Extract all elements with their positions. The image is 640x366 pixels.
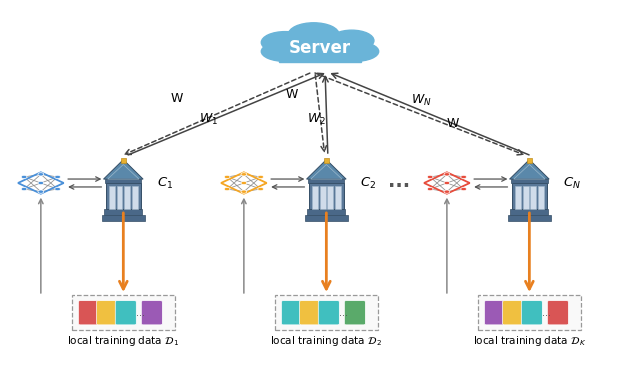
- FancyBboxPatch shape: [282, 300, 303, 325]
- Bar: [279, 48, 361, 62]
- Text: local training data $\mathcal{D}_2$: local training data $\mathcal{D}_2$: [270, 334, 382, 348]
- FancyBboxPatch shape: [318, 300, 339, 325]
- Polygon shape: [509, 160, 549, 179]
- FancyBboxPatch shape: [477, 295, 581, 330]
- FancyBboxPatch shape: [124, 186, 130, 209]
- Text: W: W: [285, 88, 298, 101]
- Text: ...: ...: [388, 172, 410, 191]
- FancyBboxPatch shape: [132, 186, 138, 209]
- FancyBboxPatch shape: [78, 300, 99, 325]
- Circle shape: [241, 182, 247, 184]
- Ellipse shape: [331, 41, 379, 61]
- Ellipse shape: [261, 31, 309, 53]
- FancyBboxPatch shape: [324, 158, 329, 163]
- Text: $W_N$: $W_N$: [411, 93, 432, 108]
- FancyBboxPatch shape: [547, 300, 568, 325]
- Circle shape: [21, 175, 27, 179]
- FancyBboxPatch shape: [502, 300, 524, 325]
- FancyBboxPatch shape: [308, 179, 344, 183]
- FancyBboxPatch shape: [307, 209, 346, 215]
- Ellipse shape: [287, 41, 360, 62]
- Circle shape: [444, 182, 450, 184]
- FancyBboxPatch shape: [344, 300, 365, 325]
- Circle shape: [224, 187, 230, 191]
- Circle shape: [38, 173, 44, 176]
- FancyBboxPatch shape: [320, 186, 326, 209]
- Text: $C_N$: $C_N$: [563, 175, 581, 191]
- Circle shape: [428, 175, 433, 179]
- Text: Server: Server: [289, 39, 351, 57]
- Circle shape: [428, 187, 433, 191]
- FancyBboxPatch shape: [102, 215, 145, 221]
- FancyBboxPatch shape: [300, 300, 321, 325]
- FancyBboxPatch shape: [106, 183, 141, 209]
- Ellipse shape: [288, 23, 339, 46]
- Circle shape: [461, 187, 467, 191]
- FancyBboxPatch shape: [309, 183, 344, 209]
- Text: $W_1$: $W_1$: [200, 112, 218, 127]
- Circle shape: [461, 175, 467, 179]
- Text: W: W: [447, 117, 460, 130]
- FancyBboxPatch shape: [530, 186, 536, 209]
- FancyBboxPatch shape: [275, 295, 378, 330]
- FancyBboxPatch shape: [305, 215, 348, 221]
- FancyBboxPatch shape: [484, 300, 506, 325]
- FancyBboxPatch shape: [312, 186, 317, 209]
- FancyBboxPatch shape: [109, 186, 115, 209]
- Ellipse shape: [261, 41, 309, 61]
- Circle shape: [258, 187, 264, 191]
- FancyBboxPatch shape: [327, 186, 333, 209]
- Ellipse shape: [330, 30, 374, 51]
- Circle shape: [241, 190, 247, 193]
- Circle shape: [444, 173, 450, 176]
- Text: $C_1$: $C_1$: [157, 175, 173, 191]
- FancyBboxPatch shape: [511, 179, 547, 183]
- Text: local training data $\mathcal{D}_1$: local training data $\mathcal{D}_1$: [67, 334, 179, 348]
- FancyBboxPatch shape: [523, 186, 529, 209]
- Circle shape: [258, 175, 264, 179]
- FancyBboxPatch shape: [115, 300, 136, 325]
- Text: $C_2$: $C_2$: [360, 175, 376, 191]
- FancyBboxPatch shape: [510, 209, 548, 215]
- Polygon shape: [104, 160, 143, 179]
- Text: ...: ...: [542, 308, 551, 318]
- FancyBboxPatch shape: [527, 158, 532, 163]
- Circle shape: [38, 182, 44, 184]
- FancyBboxPatch shape: [141, 300, 163, 325]
- Polygon shape: [307, 160, 346, 179]
- Circle shape: [38, 190, 44, 193]
- FancyBboxPatch shape: [515, 186, 521, 209]
- Text: ...: ...: [136, 308, 145, 318]
- FancyBboxPatch shape: [508, 215, 551, 221]
- FancyBboxPatch shape: [105, 179, 141, 183]
- FancyBboxPatch shape: [538, 186, 544, 209]
- FancyBboxPatch shape: [97, 300, 118, 325]
- FancyBboxPatch shape: [116, 186, 122, 209]
- FancyBboxPatch shape: [104, 209, 142, 215]
- Text: local training data $\mathcal{D}_K$: local training data $\mathcal{D}_K$: [473, 334, 586, 348]
- Circle shape: [224, 175, 230, 179]
- Text: $W_2$: $W_2$: [307, 112, 326, 127]
- FancyBboxPatch shape: [121, 158, 126, 163]
- Circle shape: [21, 187, 27, 191]
- Circle shape: [444, 190, 450, 193]
- Circle shape: [54, 175, 61, 179]
- Text: W: W: [171, 92, 184, 105]
- FancyBboxPatch shape: [512, 183, 547, 209]
- FancyBboxPatch shape: [522, 300, 542, 325]
- FancyBboxPatch shape: [72, 295, 175, 330]
- Circle shape: [241, 173, 247, 176]
- FancyBboxPatch shape: [335, 186, 340, 209]
- Text: ...: ...: [339, 308, 348, 318]
- Circle shape: [54, 187, 61, 191]
